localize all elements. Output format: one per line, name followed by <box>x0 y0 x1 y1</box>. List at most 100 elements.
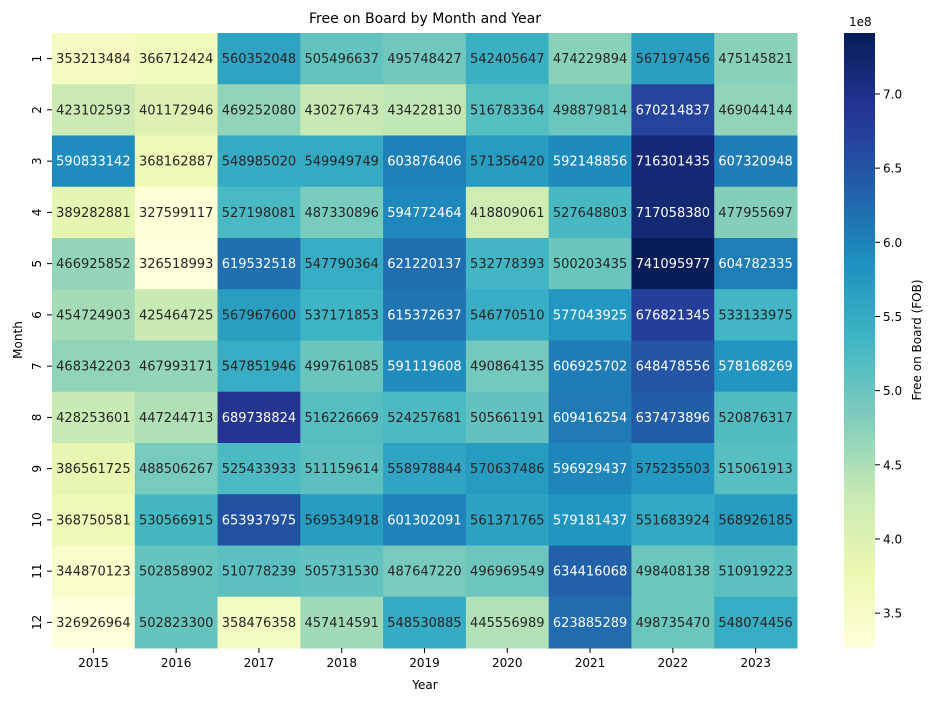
heatmap-cell <box>714 596 798 649</box>
cell-label: 475145821 <box>718 52 792 67</box>
cell-label: 425464725 <box>139 308 213 323</box>
heatmap-cell <box>52 289 136 341</box>
cell-label: 498735470 <box>636 616 710 631</box>
colorbar-tick-label: 3.5 <box>883 607 902 621</box>
heatmap-cell <box>383 186 467 239</box>
heatmap-cell <box>631 443 715 495</box>
heatmap-cell <box>383 545 467 598</box>
heatmap-cell <box>300 391 384 444</box>
heatmap-cell <box>714 443 798 495</box>
heatmap-cell <box>217 135 301 188</box>
cell-label: 502858902 <box>139 565 213 580</box>
heatmap-cell <box>52 135 136 188</box>
cell-label: 551683924 <box>636 513 710 528</box>
heatmap-cell <box>465 135 550 188</box>
cell-label: 505496637 <box>304 52 378 67</box>
cell-label: 558978844 <box>387 462 461 477</box>
cell-label: 527198081 <box>222 206 296 221</box>
cell-label: 498879814 <box>553 103 627 118</box>
heatmap-cell <box>217 340 301 393</box>
cell-label: 567967600 <box>222 308 296 323</box>
colorbar-tick-label: 5.5 <box>883 310 902 324</box>
heatmap-cell <box>714 494 798 546</box>
colorbar <box>844 33 875 648</box>
cell-label: 520876317 <box>718 411 792 426</box>
cell-label: 596929437 <box>553 462 627 477</box>
heatmap-cell <box>300 238 384 290</box>
heatmap-cell <box>217 238 301 290</box>
cell-label: 623885289 <box>553 616 627 631</box>
heatmap-cell <box>134 33 219 85</box>
heatmap-cell <box>548 545 632 598</box>
heatmap-cell <box>714 545 798 598</box>
cell-label: 548985020 <box>222 155 296 170</box>
cell-label: 430276743 <box>304 103 378 118</box>
cell-label: 571356420 <box>470 155 544 170</box>
heatmap-cell <box>465 545 550 598</box>
cell-label: 466925852 <box>56 257 130 272</box>
cell-label: 537171853 <box>304 308 378 323</box>
heatmap-cell <box>465 391 550 444</box>
cell-label: 401172946 <box>139 103 213 118</box>
heatmap-cell <box>631 494 715 546</box>
x-tick-label: 2022 <box>658 656 689 670</box>
heatmap-cell <box>300 545 384 598</box>
heatmap-cell <box>134 494 219 546</box>
heatmap-cell <box>631 84 715 136</box>
heatmap-cell <box>52 494 136 546</box>
cell-label: 490864135 <box>470 360 544 375</box>
heatmap-cell <box>548 186 632 239</box>
cell-label: 423102593 <box>56 103 130 118</box>
heatmap-cell <box>217 289 301 341</box>
cell-label: 568926185 <box>718 513 792 528</box>
heatmap-cell <box>383 84 467 136</box>
x-tick-label: 2018 <box>326 656 357 670</box>
heatmap-cell <box>134 186 219 239</box>
cell-label: 487330896 <box>304 206 378 221</box>
heatmap-cell <box>300 84 384 136</box>
cell-label: 498408138 <box>636 565 710 580</box>
cell-label: 326926964 <box>56 616 130 631</box>
cell-label: 648478556 <box>636 360 710 375</box>
heatmap-cell <box>383 135 467 188</box>
heatmap-cell <box>631 340 715 393</box>
heatmap-cell <box>300 494 384 546</box>
cell-label: 548530885 <box>387 616 461 631</box>
heatmap-cell <box>383 289 467 341</box>
cell-label: 499761085 <box>304 360 378 375</box>
cell-label: 561371765 <box>470 513 544 528</box>
x-axis-label: Year <box>411 678 437 692</box>
y-tick-label: 1 <box>30 55 44 63</box>
cell-label: 547851946 <box>222 360 296 375</box>
heatmap-cell <box>465 33 550 85</box>
cell-label: 469252080 <box>222 103 296 118</box>
heatmap-cell <box>548 494 632 546</box>
cell-label: 502823300 <box>139 616 213 631</box>
heatmap-cell <box>300 135 384 188</box>
heatmap-cell <box>383 494 467 546</box>
heatmap-cell <box>714 289 798 341</box>
x-tick-label: 2020 <box>492 656 523 670</box>
cell-label: 488506267 <box>139 462 213 477</box>
heatmap-cell <box>52 545 136 598</box>
heatmap-cell <box>217 596 301 649</box>
colorbar-tick-label: 4.0 <box>883 532 902 546</box>
cell-label: 579181437 <box>553 513 627 528</box>
colorbar-label: Free on Board (FOB) <box>910 279 924 400</box>
heatmap-cell <box>217 494 301 546</box>
heatmap-cell <box>52 84 136 136</box>
cell-label: 577043925 <box>553 308 627 323</box>
cell-label: 530566915 <box>139 513 213 528</box>
heatmap-cell <box>134 596 219 649</box>
cell-label: 368162887 <box>139 155 213 170</box>
cell-label: 717058380 <box>636 206 710 221</box>
cell-label: 454724903 <box>56 308 130 323</box>
cell-label: 601302091 <box>387 513 461 528</box>
heatmap-cell <box>631 33 715 85</box>
cell-label: 327599117 <box>139 206 213 221</box>
cell-label: 525433933 <box>222 462 296 477</box>
heatmap-cell <box>134 443 219 495</box>
cell-label: 474229894 <box>553 52 627 67</box>
heatmap-cell <box>631 135 715 188</box>
